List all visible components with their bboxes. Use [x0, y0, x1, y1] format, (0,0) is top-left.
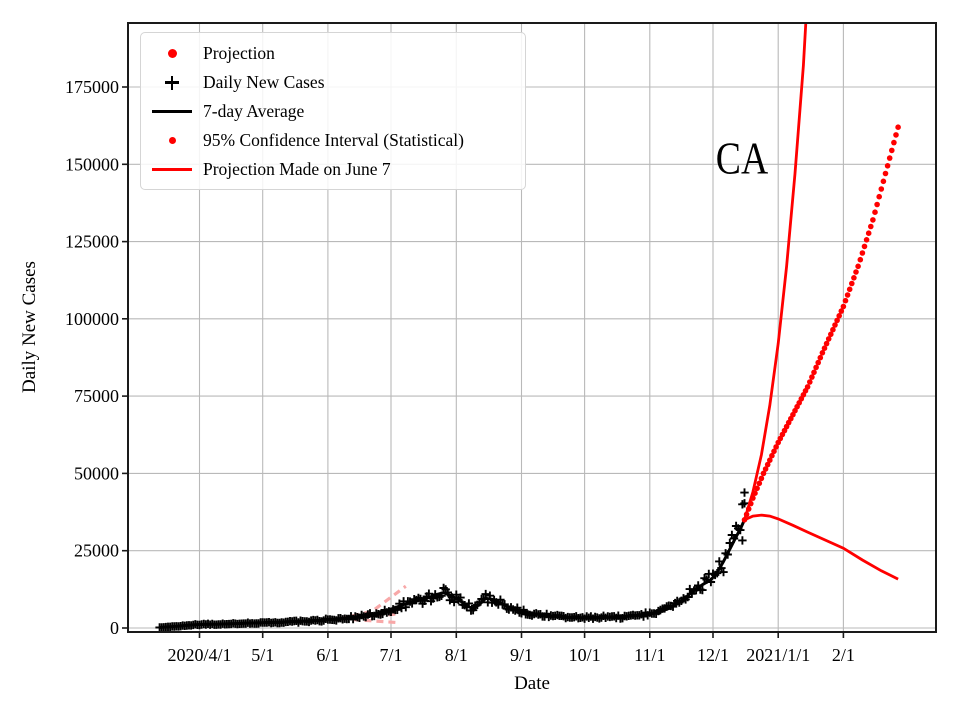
- y-axis-ticks: [122, 86, 128, 629]
- x-tick-label: 10/1: [569, 645, 601, 665]
- legend-label: 7-day Average: [203, 100, 305, 121]
- x-tick-label: 11/1: [634, 645, 665, 665]
- projection-dot-icon: [167, 49, 177, 58]
- legend-item-daily-new-cases: Daily New Cases: [141, 68, 525, 97]
- ci-lower-line: [743, 513, 899, 581]
- legend-item-projection: Projection: [141, 39, 525, 68]
- y-axis-label: Daily New Cases: [19, 261, 40, 393]
- legend-label: Projection: [203, 42, 275, 63]
- y-tick-label: 75000: [74, 386, 119, 406]
- y-tick-label: 100000: [65, 309, 119, 329]
- x-tick-label: 2020/4/1: [167, 645, 231, 665]
- x-axis-ticks: [198, 632, 845, 638]
- y-tick-label: 0: [110, 618, 119, 638]
- legend-item-7-day-average: 7-day Average: [141, 97, 525, 126]
- daily-new-cases-series: [155, 488, 749, 632]
- legend-label: Daily New Cases: [203, 71, 325, 92]
- y-tick-label: 50000: [74, 463, 119, 483]
- state-annotation: CA: [716, 132, 769, 184]
- x-tick-label: 9/1: [510, 645, 533, 665]
- y-axis-tick-labels: 0 25000 50000 75000 100000 125000 150000 175000: [65, 77, 119, 638]
- legend-item-june7-projection: Projection Made on June 7: [141, 155, 525, 184]
- x-axis-tick-labels: 2020/4/1 5/1 6/1 7/1 8/1 9/1 10/1 11/1 12/1 2021/…: [167, 645, 854, 665]
- legend: Projection Daily New Cases 7-day Average…: [140, 32, 526, 190]
- legend-label: Projection Made on June 7: [203, 158, 391, 179]
- x-tick-label: 8/1: [445, 645, 468, 665]
- projection-series: [741, 124, 901, 523]
- confidence-dot-icon: [168, 137, 176, 144]
- x-tick-label: 2/1: [832, 645, 855, 665]
- y-tick-label: 150000: [65, 154, 119, 174]
- average-line-icon: [152, 109, 192, 114]
- y-tick-label: 25000: [74, 541, 119, 561]
- legend-item-confidence-interval: 95% Confidence Interval (Statistical): [141, 126, 525, 155]
- x-tick-label: 6/1: [316, 645, 339, 665]
- x-tick-label: 7/1: [379, 645, 402, 665]
- ci-upper-line: [743, 23, 808, 521]
- x-tick-label: 5/1: [251, 645, 274, 665]
- plot-border: [127, 22, 937, 633]
- legend-label: 95% Confidence Interval (Statistical): [203, 129, 464, 150]
- plus-marker-icon: [165, 75, 179, 90]
- x-tick-label: 12/1: [697, 645, 729, 665]
- x-axis-label: Date: [514, 673, 550, 694]
- y-tick-label: 125000: [65, 232, 119, 252]
- june7-line-icon: [152, 168, 192, 171]
- y-tick-label: 175000: [65, 77, 119, 97]
- x-tick-label: 2021/1/1: [746, 645, 810, 665]
